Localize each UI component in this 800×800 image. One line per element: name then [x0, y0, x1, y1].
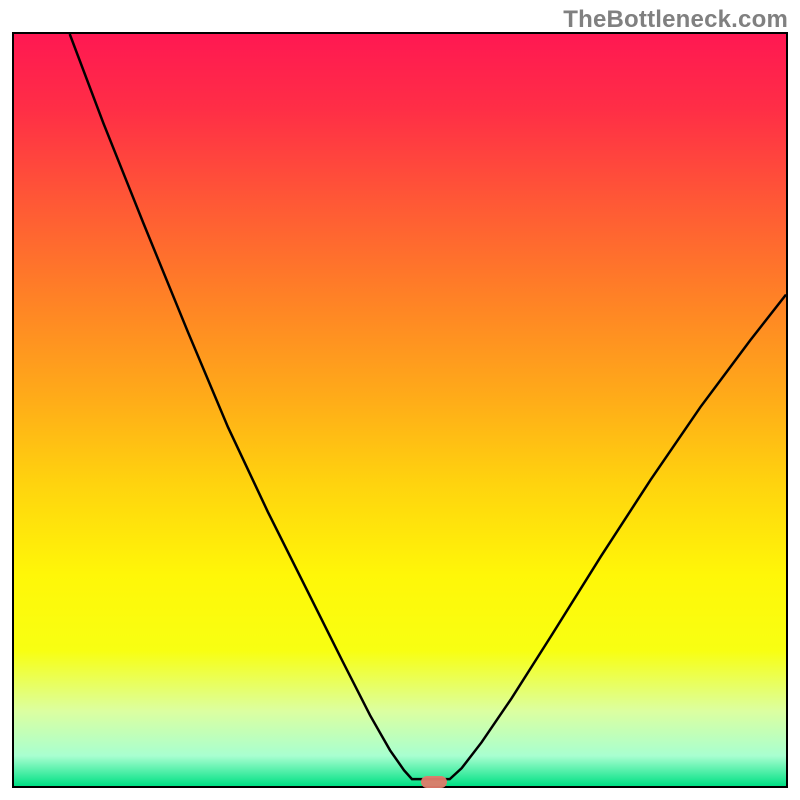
chart-container: TheBottleneck.com — [0, 0, 800, 800]
bottleneck-curve-svg — [14, 34, 786, 786]
plot-frame — [12, 32, 788, 788]
watermark-text: TheBottleneck.com — [563, 6, 788, 34]
optimal-marker — [421, 776, 447, 788]
bottleneck-curve — [70, 34, 786, 779]
